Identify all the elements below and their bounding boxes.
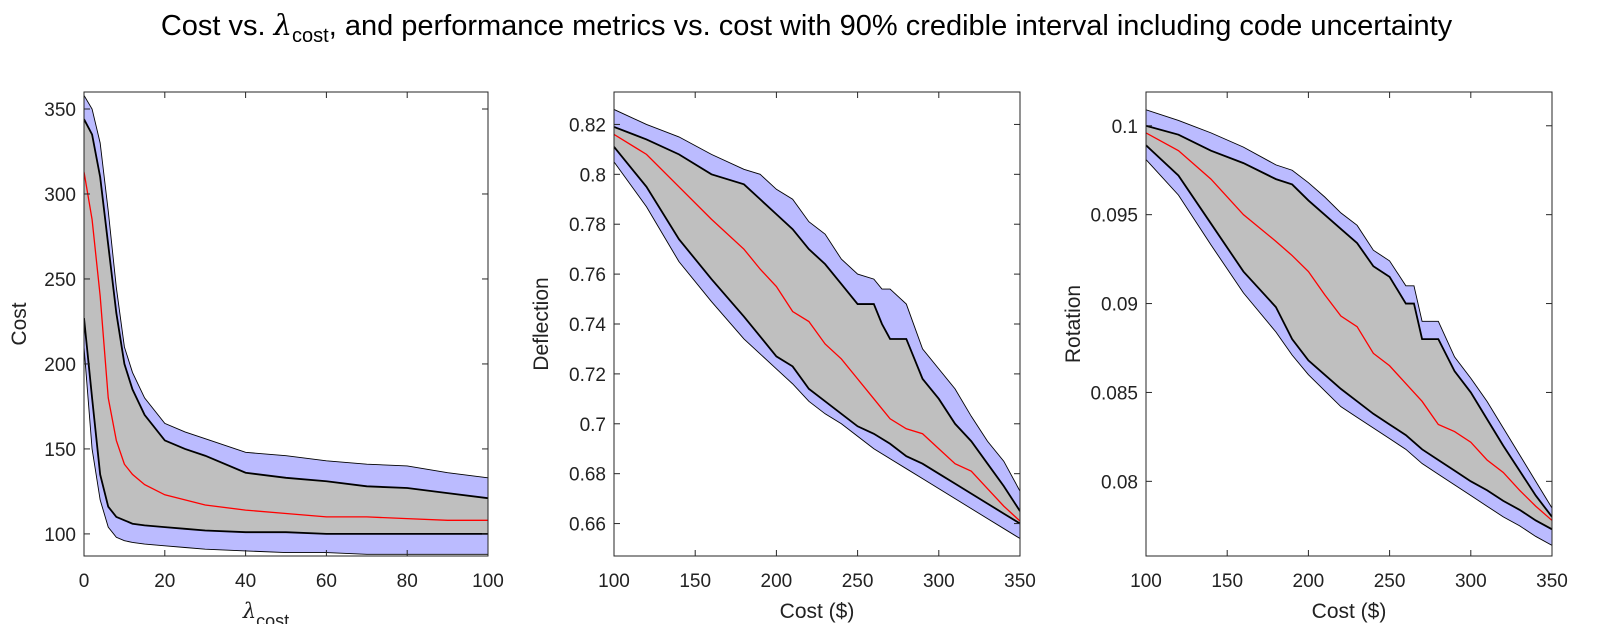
y-tick-label: 0.1 [1112,117,1138,138]
x-tick-label: 200 [1293,571,1325,592]
y-tick-label: 0.095 [1090,206,1138,227]
series-line-inner-lower [84,317,488,535]
inner-band [1146,125,1552,530]
inner-band [84,119,488,534]
x-tick-label: 100 [1130,571,1162,592]
series-line-median [1146,132,1552,521]
x-tick-label: 100 [598,571,630,592]
y-tick-label: 0.78 [569,215,606,236]
y-tick-label: 0.76 [569,265,606,286]
x-tick-label: 20 [154,571,175,592]
y-tick-label: 0.085 [1090,383,1138,404]
series-line-inner-upper [1146,124,1552,518]
x-tick-label: 80 [397,571,418,592]
y-tick-label: 0.74 [569,315,606,336]
series-line-inner-lower [614,146,1020,525]
y-axis-label: Cost [8,302,31,345]
axes-box [1145,91,1553,557]
y-tick-label: 0.68 [569,465,606,486]
outer-band [84,95,488,555]
y-tick-label: 0.09 [1101,295,1138,316]
x-tick-label: 60 [316,571,337,592]
y-tick-label: 0.08 [1101,472,1138,493]
series-line-outer-lower [1146,159,1552,546]
y-tick-label: 100 [44,525,76,546]
y-tick-label: 0.82 [569,115,606,136]
series-line-outer-upper [1146,109,1552,509]
inner-band [614,126,1020,524]
x-tick-label: 300 [1455,571,1487,592]
x-tick-label: 350 [1536,571,1568,592]
y-tick-label: 0.72 [569,365,606,386]
plot-area [1146,109,1552,546]
x-axis-label: Cost ($) [1312,600,1387,623]
series-line-median [614,133,1020,522]
chart-panel-2: 100 150 200 250 300 350 0.66 0.68 0.7 0.72 0.74 0.7… [530,91,1036,623]
x-tick-label: 350 [1004,571,1036,592]
y-tick-label: 150 [44,440,76,461]
chart-panel-3: 100 150 200 250 300 350 0.08 0.085 0.09 0.095 0.1 R… [1062,91,1568,623]
x-tick-label: 250 [842,571,874,592]
chart-panel-1: 0 20 40 60 80 100 100 150 200 250 300 350 Cost λcost [8,91,504,624]
series-line-median [84,171,488,521]
x-axis-label: Cost ($) [780,600,855,623]
y-tick-label: 0.7 [580,415,606,436]
x-tick-label: 250 [1374,571,1406,592]
x-tick-label: 200 [761,571,793,592]
series-line-outer-upper [84,95,488,479]
axes-box [83,91,489,557]
y-tick-label: 0.8 [580,165,606,186]
plot-area [614,109,1020,539]
series-line-inner-lower [1146,144,1552,531]
y-axis-label: Deflection [530,277,553,370]
y-tick-label: 200 [44,355,76,376]
x-tick-label: 40 [235,571,256,592]
plot-area [84,95,488,555]
x-tick-label: 150 [679,571,711,592]
x-tick-label: 300 [923,571,955,592]
y-tick-label: 300 [44,185,76,206]
y-tick-label: 350 [44,100,76,121]
figure-title: Cost vs. λcost, and performance metrics … [160,8,1453,47]
y-tick-label: 0.66 [569,515,606,536]
series-line-outer-lower [614,161,1020,539]
series-line-inner-upper [614,126,1020,512]
series-line-outer-lower [84,346,488,555]
y-tick-label: 250 [44,270,76,291]
series-line-outer-upper [614,109,1020,492]
x-tick-label: 150 [1211,571,1243,592]
x-tick-label: 0 [79,571,90,592]
x-axis-label: λcost [242,599,289,624]
x-tick-label: 100 [472,571,504,592]
y-axis-label: Rotation [1062,285,1085,363]
series-line-inner-upper [84,118,488,500]
